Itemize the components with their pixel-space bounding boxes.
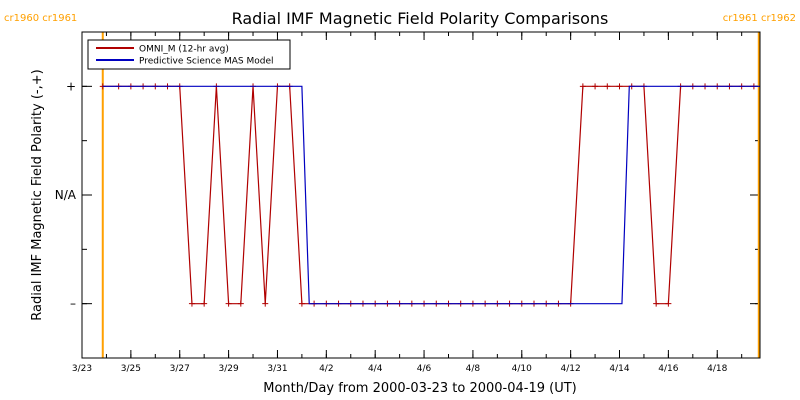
series-layer xyxy=(99,83,760,307)
series-point-marker xyxy=(201,300,208,307)
x-tick-label: 3/27 xyxy=(170,364,190,374)
x-tick-label: 3/23 xyxy=(72,364,92,374)
y-axis-label: Radial IMF Magnetic Field Polarity (-,+) xyxy=(30,69,45,320)
series-point-marker xyxy=(579,83,586,90)
x-tick-label: 4/4 xyxy=(368,364,383,374)
series-point-marker xyxy=(653,300,660,307)
x-axis-label: Month/Day from 2000-03-23 to 2000-04-19 … xyxy=(263,381,576,396)
series-point-marker xyxy=(225,300,232,307)
legend-label: OMNI_M (12-hr avg) xyxy=(139,45,229,55)
legend-box xyxy=(87,39,291,70)
x-tick-label: 4/10 xyxy=(512,364,532,374)
x-tick-label: 4/2 xyxy=(319,364,333,374)
series-point-marker xyxy=(237,300,244,307)
legend: OMNI_M (12-hr avg) Predictive Science MAS… xyxy=(87,39,291,70)
axis-ticks: 3/23 3/25 3/27 3/29 3/31 4/2 4/4 4/6 4/8 4/10 4/12… xyxy=(55,31,760,374)
x-tick-label: 3/31 xyxy=(267,364,287,374)
plot-frame xyxy=(81,31,761,359)
series-point-marker xyxy=(262,300,269,307)
y-tick-label: + xyxy=(66,79,76,93)
x-tick-label: 4/18 xyxy=(707,364,727,374)
series-point-marker xyxy=(592,83,599,90)
legend-label: Predictive Science MAS Model xyxy=(139,57,274,67)
series-point-marker xyxy=(604,83,611,90)
chart-title: Radial IMF Magnetic Field Polarity Compa… xyxy=(232,9,609,28)
carrington-label: cr1961 cr1962 xyxy=(723,13,796,24)
series-point-marker xyxy=(665,300,672,307)
x-tick-label: 4/14 xyxy=(609,364,629,374)
y-tick-label: – xyxy=(70,297,76,311)
x-tick-label: 4/16 xyxy=(658,364,678,374)
x-tick-label: 4/8 xyxy=(466,364,481,374)
series-line-2 xyxy=(102,85,760,305)
x-tick-label: 4/12 xyxy=(561,364,581,374)
x-tick-label: 4/6 xyxy=(417,364,432,374)
x-tick-label: 3/29 xyxy=(218,364,238,374)
series-point-marker xyxy=(188,300,195,307)
series-point-marker xyxy=(616,83,623,90)
y-tick-label: N/A xyxy=(55,188,77,202)
x-tick-label: 3/25 xyxy=(121,364,141,374)
series-point-marker xyxy=(298,300,305,307)
carrington-label: cr1960 cr1961 xyxy=(4,13,77,24)
